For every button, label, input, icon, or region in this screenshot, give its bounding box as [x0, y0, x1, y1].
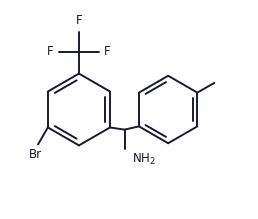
Text: F: F	[47, 45, 54, 58]
Text: NH$_2$: NH$_2$	[132, 152, 156, 167]
Text: F: F	[104, 45, 111, 58]
Text: Br: Br	[29, 148, 43, 161]
Text: F: F	[76, 14, 82, 27]
